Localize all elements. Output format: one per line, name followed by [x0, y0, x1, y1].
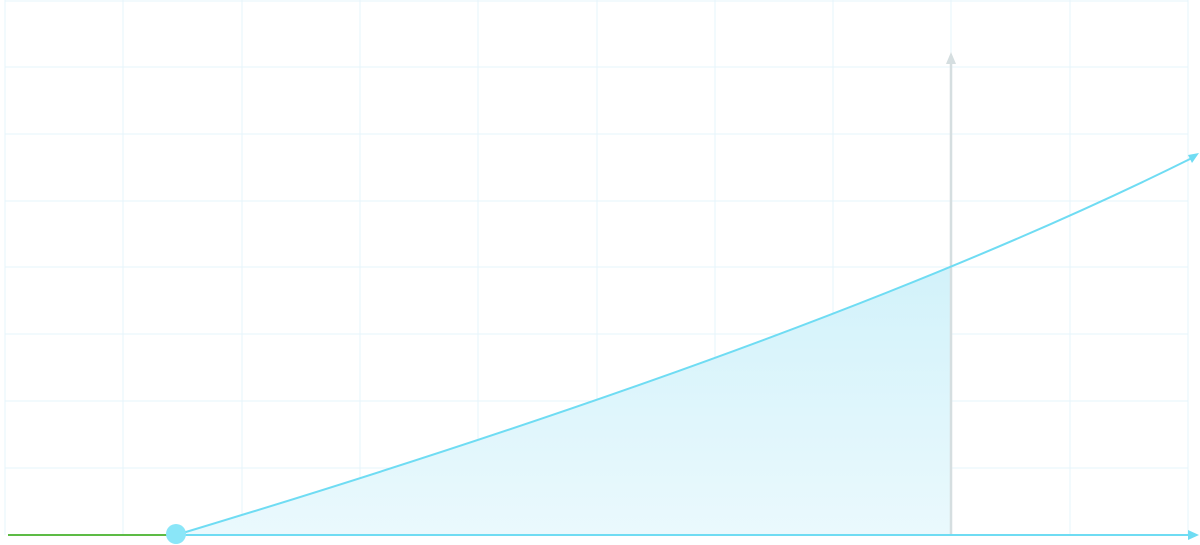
curve-arrow-icon [1188, 153, 1199, 163]
marker-arrow-icon [946, 52, 956, 64]
shaded-area [176, 266, 951, 535]
x-axis-arrow-icon [1188, 530, 1199, 540]
growth-curve [175, 157, 1193, 536]
start-point [166, 524, 186, 544]
